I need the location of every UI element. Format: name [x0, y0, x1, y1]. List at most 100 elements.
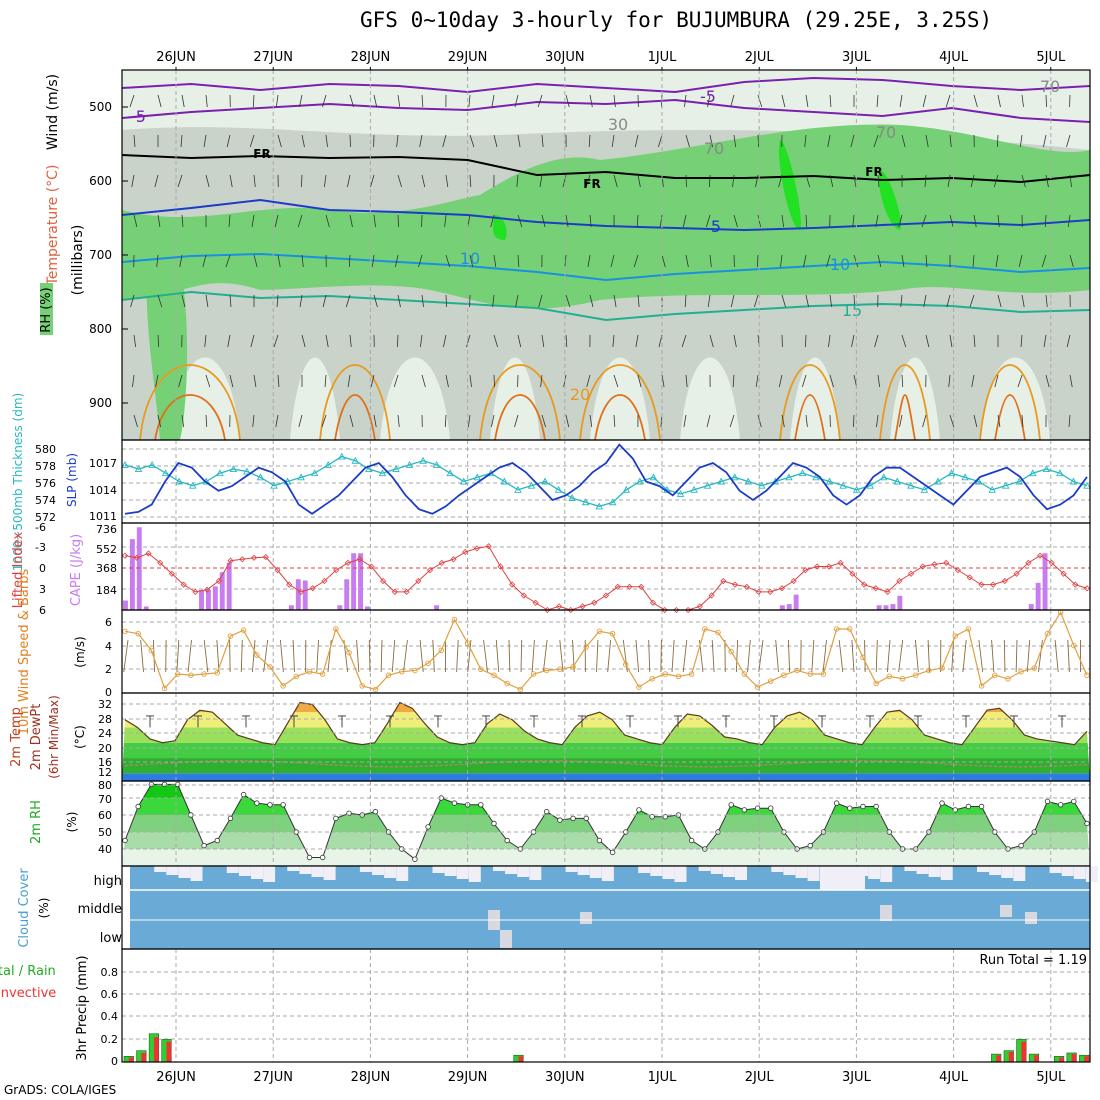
- upper-wind-barb: [297, 214, 303, 228]
- upper-wind-barb: [179, 254, 183, 268]
- wind-speed-marker: [741, 671, 748, 677]
- rh-marker: [148, 781, 155, 788]
- rh-band: [122, 784, 1090, 798]
- upper-wind-barb: [565, 294, 571, 308]
- thickness-marker: [500, 477, 509, 485]
- upper-wind-barb: [685, 374, 688, 388]
- rh-marker: [161, 781, 168, 788]
- li-marker: [556, 603, 563, 610]
- li-marker: [731, 581, 739, 588]
- date-label-bottom: 4JUL: [939, 1070, 969, 1085]
- li-marker: [743, 583, 750, 590]
- rh-tick: 40: [98, 843, 112, 856]
- upper-wind-barb: [421, 374, 426, 388]
- slp-tick: 1011: [89, 510, 117, 523]
- upper-wind-barb: [853, 174, 857, 188]
- upper-wind-barb: [778, 174, 783, 188]
- upper-wind-barb: [469, 134, 475, 148]
- upper-wind-barb: [205, 294, 209, 308]
- thickness-marker: [432, 460, 441, 468]
- upper-wind-barb: [993, 174, 999, 188]
- wind-speed-marker: [530, 671, 537, 677]
- upper-wind-barb: [276, 294, 279, 308]
- cloud-high-gap: [928, 866, 941, 877]
- li-marker: [931, 561, 938, 568]
- wind-speed-marker: [952, 633, 958, 639]
- li-marker: [767, 588, 774, 595]
- upper-wind-barb: [637, 174, 641, 188]
- thickness-marker: [595, 502, 603, 510]
- thickness-marker: [852, 485, 861, 493]
- wind-barb: [542, 639, 548, 673]
- upper-wind-barb: [899, 414, 903, 428]
- upper-wind-barb: [373, 414, 377, 428]
- upper-wind-barb: [157, 414, 161, 428]
- wind-speed-marker: [715, 629, 721, 636]
- wind-speed-marker: [306, 668, 313, 675]
- li-marker: [239, 556, 246, 563]
- upper-wind-barb: [251, 214, 255, 228]
- wind10-panel: [122, 609, 1090, 693]
- precip-frame: [121, 948, 1091, 1063]
- thickness-marker: [676, 490, 685, 497]
- wind-speed-marker: [161, 685, 168, 692]
- precip-conv-bar: [1071, 1054, 1077, 1062]
- wind-barb: [229, 639, 231, 673]
- li-marker: [309, 585, 316, 592]
- wind-barb: [279, 639, 284, 673]
- cloud-high-gap: [529, 866, 542, 880]
- li-marker: [415, 577, 422, 585]
- wind-speed-marker: [767, 678, 774, 684]
- upper-wind-barb: [709, 334, 714, 348]
- upper-wind-barb: [850, 134, 855, 148]
- label-minmax: (6hr Min/Max): [47, 695, 61, 779]
- upper-wind-barb: [781, 294, 786, 308]
- upper-wind-barb: [202, 254, 207, 268]
- upper-wind-barb: [229, 294, 232, 308]
- upper-wind-barb: [253, 374, 257, 388]
- upper-wind-barb: [781, 414, 785, 428]
- upper-wind-barb: [396, 334, 399, 348]
- isotherm-20-arc: [479, 364, 561, 441]
- thickness-marker: [744, 477, 753, 485]
- rh-marker: [636, 807, 642, 813]
- li-marker: [755, 588, 762, 595]
- wind-barb: [316, 639, 319, 673]
- thickness-slp-panel: [121, 440, 1091, 523]
- temp-tick: 32: [98, 698, 112, 711]
- wind-speed-marker: [860, 654, 866, 661]
- li-marker: [720, 577, 727, 585]
- li-tick: -6: [35, 521, 46, 534]
- upper-wind-barb: [829, 294, 833, 308]
- rh-marker: [754, 805, 761, 811]
- upper-wind-barb: [1017, 374, 1023, 388]
- date-label-bottom: 26JUN: [156, 1070, 196, 1085]
- upper-wind-barb: [852, 214, 855, 228]
- upper-wind-barb: [301, 334, 306, 348]
- wind-speed-marker: [873, 680, 879, 687]
- upper-wind-barb: [154, 174, 159, 188]
- cloud-high-gap: [577, 866, 590, 875]
- date-label-bottom: 3JUL: [842, 1070, 872, 1085]
- upper-wind-barb: [205, 94, 208, 108]
- thickness-marker: [703, 481, 712, 489]
- cloud-high-gap: [1061, 866, 1074, 876]
- upper-wind-barb: [829, 174, 834, 188]
- upper-wind-barb: [493, 374, 495, 388]
- thickness-marker: [419, 456, 427, 464]
- upper-wind-barb: [325, 214, 330, 228]
- upper-wind-barb: [322, 294, 327, 308]
- thickness-marker: [1001, 481, 1010, 489]
- rh-low-band: [380, 357, 450, 440]
- label-wind10-unit: (m/s): [73, 636, 87, 667]
- upper-wind-barb: [275, 414, 279, 428]
- wind-speed-marker: [333, 626, 339, 632]
- rh-marker: [333, 815, 339, 822]
- wind-barb: [822, 639, 827, 673]
- wind-speed-marker: [623, 661, 629, 668]
- li-marker: [825, 563, 832, 570]
- wind-speed-marker: [174, 671, 181, 677]
- rh-marker: [240, 791, 247, 798]
- wind-speed-line: [124, 611, 1088, 691]
